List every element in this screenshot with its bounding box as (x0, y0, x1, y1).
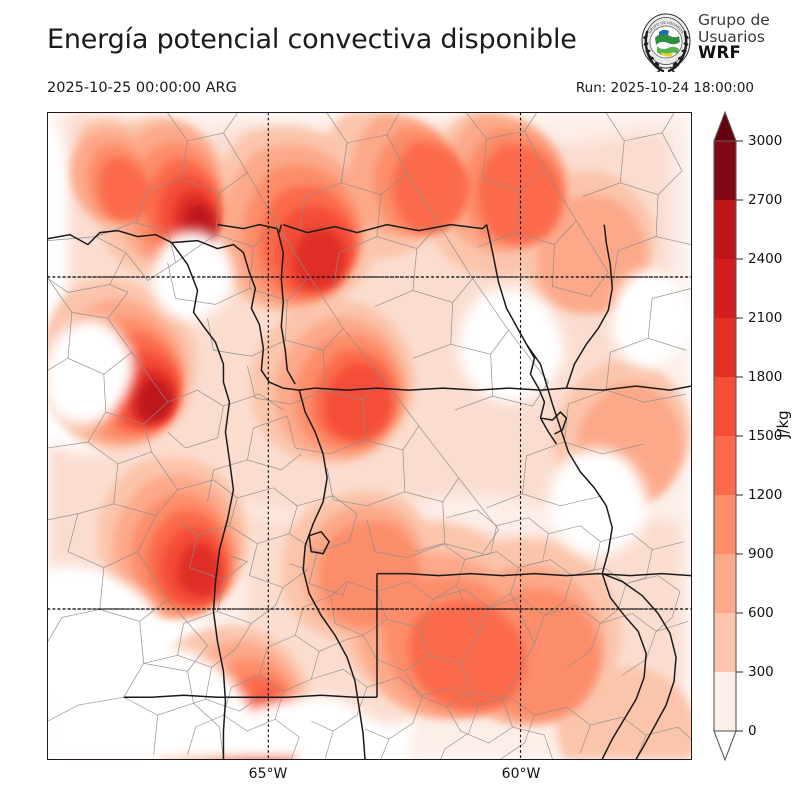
colorbar-swatches (713, 110, 743, 762)
run-time-label: Run: 2025-10-24 18:00:00 (575, 80, 754, 96)
lon-tick-60w: 60°W (501, 766, 541, 782)
logo-line-1: Grupo de (698, 11, 770, 29)
colorbar-tick-2400: 2400 (748, 251, 783, 267)
logo-text-block: Grupo de Usuarios WRF (698, 12, 798, 62)
colorbar-tick-2700: 2700 (748, 192, 783, 208)
wrf-globe-emblem-icon: GRUPO DE USUARIOS WRF (635, 9, 695, 73)
colorbar-tick-300: 300 (748, 664, 774, 680)
map-plot-area[interactable] (47, 112, 692, 760)
colorbar: 3000 2700 2400 2100 1800 1500 1200 900 6… (702, 108, 798, 768)
logo-line-2: Usuarios (698, 27, 765, 46)
colorbar-unit-label: J/kg (774, 410, 792, 438)
page-title: Energía potencial convectiva disponible (47, 24, 577, 55)
colorbar-tick-2100: 2100 (748, 310, 783, 326)
logo-line-3: WRF (698, 43, 742, 62)
colorbar-tick-1500: 1500 (748, 428, 783, 444)
lon-tick-65w: 65°W (248, 766, 288, 782)
cape-field-raster (48, 113, 691, 759)
colorbar-tick-1200: 1200 (748, 487, 783, 503)
colorbar-tick-1800: 1800 (748, 369, 783, 385)
colorbar-tick-900: 900 (748, 546, 774, 562)
colorbar-tick-600: 600 (748, 605, 774, 621)
colorbar-tick-0: 0 (748, 723, 757, 739)
wrf-user-group-logo: GRUPO DE USUARIOS WRF Grupo de Usuarios … (635, 9, 798, 74)
colorbar-tick-3000: 3000 (748, 133, 783, 149)
valid-time-label: 2025-10-25 00:00:00 ARG (47, 80, 237, 96)
